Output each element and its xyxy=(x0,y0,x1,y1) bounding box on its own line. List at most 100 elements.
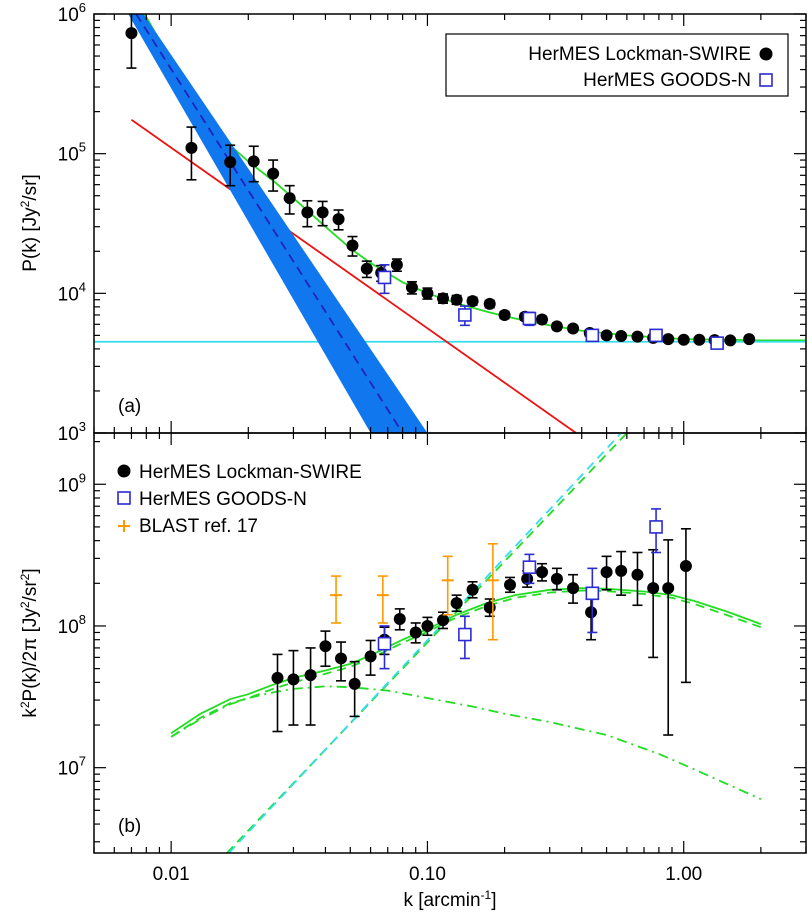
panel-b-legend-goods-marker xyxy=(117,491,131,505)
panel-a-lockman-point xyxy=(724,334,737,347)
panel-b-clustered-line xyxy=(170,589,762,738)
panel-b-poisson-line xyxy=(228,433,622,853)
panel-b-k2pk: 107 108 109 k2P(k)/2π [Jy2/sr2] (b) HerMES… xyxy=(18,432,807,854)
panel-a-power-spectrum: 103 104 105 106 P(k) [Jy2/sr] (a) HerMES Lo… xyxy=(18,0,807,445)
x-axis-label: k [arcmin-1] xyxy=(403,888,496,911)
panel-a-lockman-point xyxy=(600,329,613,342)
panel-a-y-axis-label: P(k) [Jy2/sr] xyxy=(18,174,41,271)
panel-a-cirrus-line xyxy=(135,14,404,433)
panel-b-lockman-point xyxy=(615,564,628,577)
panel-b-label: (b) xyxy=(118,816,141,837)
panel-a-lockman-point xyxy=(185,141,198,154)
panel-a-legend-goods-label: HerMES GOODS-N xyxy=(583,70,751,91)
panel-a-lockman-point xyxy=(436,292,449,305)
panel-b-lockman-point xyxy=(335,652,348,665)
panel-b-one-halo-line xyxy=(170,685,762,800)
panel-b-lockman-point xyxy=(450,597,463,610)
panel-b-total-line xyxy=(170,587,762,734)
x-tick-label: 0.01 xyxy=(153,864,190,885)
panel-b-legend-lockman-marker xyxy=(117,464,131,478)
panel-a-cirrus-band xyxy=(128,14,428,433)
panel-b-legend-goods-label: HerMES GOODS-N xyxy=(139,489,307,510)
panel-a-clustered-line xyxy=(130,118,577,433)
panel-a-y-tick-label: 106 xyxy=(58,0,86,26)
panel-b-y-tick-labels: 107 108 109 xyxy=(58,470,86,779)
panel-a-lockman-point xyxy=(693,333,706,346)
panel-a-lockman-point xyxy=(536,313,549,326)
panel-b-lockman-point xyxy=(631,568,644,581)
panel-b-goods-point xyxy=(458,627,472,642)
panel-a-lockman-point xyxy=(267,167,280,180)
x-tick-label: 1.00 xyxy=(665,864,702,885)
panel-a-lockman-point xyxy=(421,287,434,300)
panel-a-lockman-point xyxy=(450,293,463,306)
panel-a-goods-point xyxy=(710,336,724,350)
panel-b-lockman-point xyxy=(679,559,692,572)
panel-b-lockman-point xyxy=(348,677,361,690)
panel-a-y-tick-label: 105 xyxy=(58,140,86,166)
panel-b-lockman-point xyxy=(567,582,580,595)
panel-a-lockman-point xyxy=(662,333,675,346)
panel-b-goods-point xyxy=(377,636,392,651)
panel-a-legend-lockman-label: HerMES Lockman-SWIRE xyxy=(528,44,751,65)
panel-b-lockman-point xyxy=(393,612,406,625)
panel-b-lockman-point xyxy=(409,626,422,639)
panel-a-lockman-point xyxy=(550,320,563,333)
panel-b-lockman-point xyxy=(662,582,675,595)
panel-b-lockman-point xyxy=(436,614,449,627)
panel-b-lockman-point xyxy=(271,671,284,684)
panel-b-lockman-point xyxy=(504,578,517,591)
panel-b-lockman-point xyxy=(319,640,332,653)
panel-b-lockman-point xyxy=(483,601,496,614)
panel-b-lockman-point xyxy=(466,583,479,596)
x-tick-label: 0.10 xyxy=(409,864,446,885)
panel-a-y-tick-label: 104 xyxy=(58,279,86,305)
panel-a-legend-box xyxy=(445,33,789,97)
panel-b-legend: HerMES Lockman-SWIRE HerMES GOODS-N BLAS… xyxy=(117,462,362,537)
panel-b-lockman-point xyxy=(421,619,434,632)
panel-b-y-tick-label: 109 xyxy=(58,470,86,496)
panel-b-lockman-point xyxy=(304,669,317,682)
panel-b-legend-blast-marker xyxy=(118,520,130,532)
panel-b-goods-point xyxy=(522,560,537,574)
panel-a-lockman-point xyxy=(631,330,644,343)
panel-b-lockman-point xyxy=(550,572,563,585)
panel-a-lockman-point xyxy=(567,322,580,335)
panel-a-goods-point xyxy=(377,270,392,285)
panel-a-lockman-point xyxy=(247,155,260,168)
panel-b-legend-blast-label: BLAST ref. 17 xyxy=(139,516,258,537)
panel-b-lockman-point xyxy=(536,566,549,579)
panel-a-label: (a) xyxy=(118,396,141,417)
panel-a-lockman-point xyxy=(301,206,314,219)
panel-a-y-tick-label: 103 xyxy=(58,419,86,445)
panel-a-lockman-point xyxy=(405,281,418,294)
panel-b-y-axis-label: k2P(k)/2π [Jy2/sr2] xyxy=(18,568,41,717)
panel-a-lockman-point xyxy=(332,213,345,226)
panel-a-lockman-point xyxy=(283,192,296,205)
panel-a-goods-point xyxy=(649,328,663,343)
panel-a-lockman-point xyxy=(390,258,403,271)
panel-b-lockman-point xyxy=(364,650,377,663)
panel-a-y-tick-labels: 103 104 105 106 xyxy=(58,0,86,445)
panel-a-legend-goods-marker xyxy=(759,73,773,87)
panel-a-lockman-point xyxy=(360,262,373,275)
panel-b-legend-lockman-label: HerMES Lockman-SWIRE xyxy=(139,462,362,483)
panel-a-legend-lockman-marker xyxy=(759,47,773,61)
panel-b-lockman-point xyxy=(287,673,300,686)
panel-a-lockman-point xyxy=(743,333,756,346)
panel-a-lockman-point xyxy=(483,297,496,310)
panel-a-lockman-point xyxy=(316,206,329,219)
panel-a-lockman-point xyxy=(677,333,690,346)
x-tick-labels: 0.01 0.10 1.00 xyxy=(153,864,703,885)
panel-a-lockman-point xyxy=(498,308,511,321)
panel-a-lockman-point xyxy=(125,27,138,40)
panel-a-goods-point xyxy=(522,311,537,326)
panel-b-y-tick-label: 108 xyxy=(58,612,86,638)
panel-a-goods-point xyxy=(458,308,472,322)
panel-a-lockman-point xyxy=(346,239,359,252)
panel-b-lockman-point xyxy=(585,606,598,619)
panel-a-legend: HerMES Lockman-SWIRE HerMES GOODS-N xyxy=(445,33,789,97)
panel-a-lockman-point xyxy=(466,295,479,308)
panel-a-goods-point xyxy=(585,328,600,343)
